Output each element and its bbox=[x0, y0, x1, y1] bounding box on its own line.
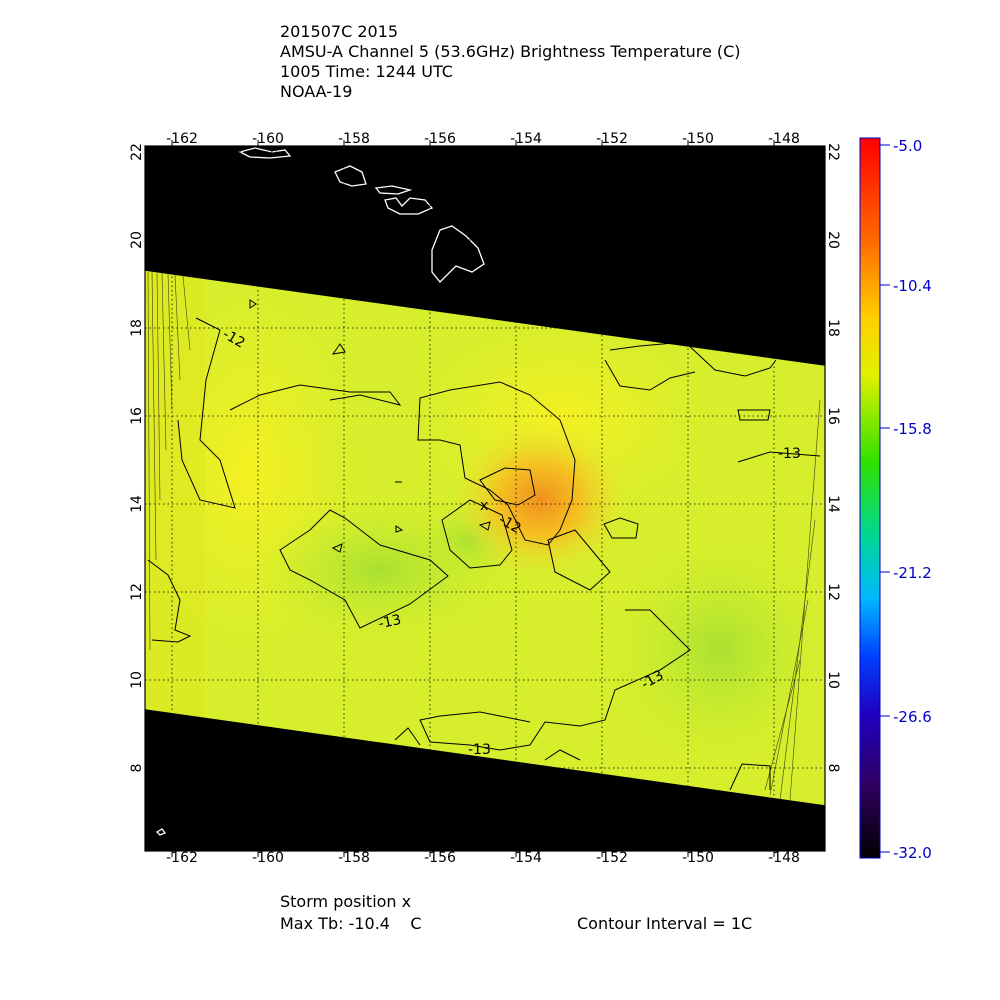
max-tb-label: Max Tb: -10.4 C bbox=[280, 914, 422, 933]
title-storm-id: 201507C 2015 bbox=[280, 22, 399, 41]
lon-label-bottom: -160 bbox=[252, 850, 284, 866]
lon-label-bottom: -162 bbox=[166, 850, 198, 866]
lat-label-left: 20 bbox=[129, 231, 145, 249]
lat-lon-grid bbox=[145, 146, 825, 851]
lat-label-right: 22 bbox=[825, 143, 841, 161]
lat-label-right: 16 bbox=[825, 407, 841, 425]
lat-label-right: 18 bbox=[825, 319, 841, 337]
lat-label-right: 10 bbox=[825, 671, 841, 689]
contour-label: -13 bbox=[778, 446, 801, 462]
colorbar-labels: -5.0 -10.4 -15.8 -21.2 -26.6 -32.0 bbox=[893, 137, 932, 862]
contour-interval-label: Contour Interval = 1C bbox=[577, 914, 753, 933]
lon-label-bottom: -150 bbox=[682, 850, 714, 866]
lat-label-left: 12 bbox=[129, 583, 145, 601]
lat-label-left: 16 bbox=[129, 407, 145, 425]
swath-edge-south bbox=[144, 709, 826, 807]
lat-label-right: 14 bbox=[825, 495, 841, 513]
storm-position-label: Storm position x bbox=[280, 892, 412, 911]
lon-label-bottom: -154 bbox=[510, 850, 542, 866]
colorbar-label: -32.0 bbox=[893, 844, 932, 862]
lat-label-left: 18 bbox=[129, 319, 145, 337]
contour-label: -13 bbox=[377, 612, 403, 632]
lon-label-top: -158 bbox=[338, 131, 370, 147]
lat-label-left: 10 bbox=[129, 671, 145, 689]
coastline bbox=[155, 147, 485, 836]
lon-label-top: -152 bbox=[596, 131, 628, 147]
lon-label-bottom: -152 bbox=[596, 850, 628, 866]
contour-label: -13 bbox=[468, 742, 491, 758]
lat-label-left: 8 bbox=[129, 764, 145, 773]
title-satellite: NOAA-19 bbox=[280, 82, 353, 101]
warm-core bbox=[450, 420, 630, 580]
lon-label-top: -154 bbox=[510, 131, 542, 147]
colorbar-label: -26.6 bbox=[893, 708, 932, 726]
lon-label-top: -162 bbox=[166, 131, 198, 147]
colorbar-label: -5.0 bbox=[893, 137, 922, 155]
lat-label-right: 20 bbox=[825, 231, 841, 249]
island-small bbox=[155, 828, 167, 836]
lat-label-right: 8 bbox=[825, 764, 841, 773]
contours bbox=[147, 299, 821, 791]
lat-label-left: 22 bbox=[129, 143, 145, 161]
colorbar-label: -10.4 bbox=[893, 277, 932, 295]
title-time: 1005 Time: 1244 UTC bbox=[280, 62, 453, 81]
island-hawaii bbox=[431, 225, 485, 283]
colorbar-label: -15.8 bbox=[893, 420, 932, 438]
lat-label-left: 14 bbox=[129, 495, 145, 513]
lon-label-bottom: -156 bbox=[424, 850, 456, 866]
title-product: AMSU-A Channel 5 (53.6GHz) Brightness Te… bbox=[280, 42, 741, 61]
tick-marks bbox=[171, 140, 775, 857]
lon-label-bottom: -158 bbox=[338, 850, 370, 866]
lon-labels: -162 -160 -158 -156 -154 -152 -150 -148 … bbox=[166, 131, 800, 866]
lat-label-right: 12 bbox=[825, 583, 841, 601]
lon-label-bottom: -148 bbox=[768, 850, 800, 866]
title-block: 201507C 2015 AMSU-A Channel 5 (53.6GHz) … bbox=[280, 22, 741, 102]
island-molokai bbox=[374, 185, 413, 195]
island-oahu bbox=[334, 165, 367, 187]
colorbar-ticks bbox=[880, 144, 890, 853]
lon-label-top: -148 bbox=[768, 131, 800, 147]
storm-marker: x bbox=[480, 498, 488, 514]
brightness-field bbox=[145, 270, 825, 806]
plot-frame bbox=[144, 145, 826, 852]
colorbar-label: -21.2 bbox=[893, 564, 932, 582]
lat-labels: 22 20 18 16 14 12 10 8 22 20 18 16 14 12… bbox=[129, 143, 841, 772]
island-kauai bbox=[238, 147, 292, 159]
lon-label-top: -156 bbox=[424, 131, 456, 147]
lon-label-top: -160 bbox=[252, 131, 284, 147]
island-maui bbox=[384, 197, 434, 215]
lon-label-top: -150 bbox=[682, 131, 714, 147]
colorbar bbox=[859, 137, 881, 859]
